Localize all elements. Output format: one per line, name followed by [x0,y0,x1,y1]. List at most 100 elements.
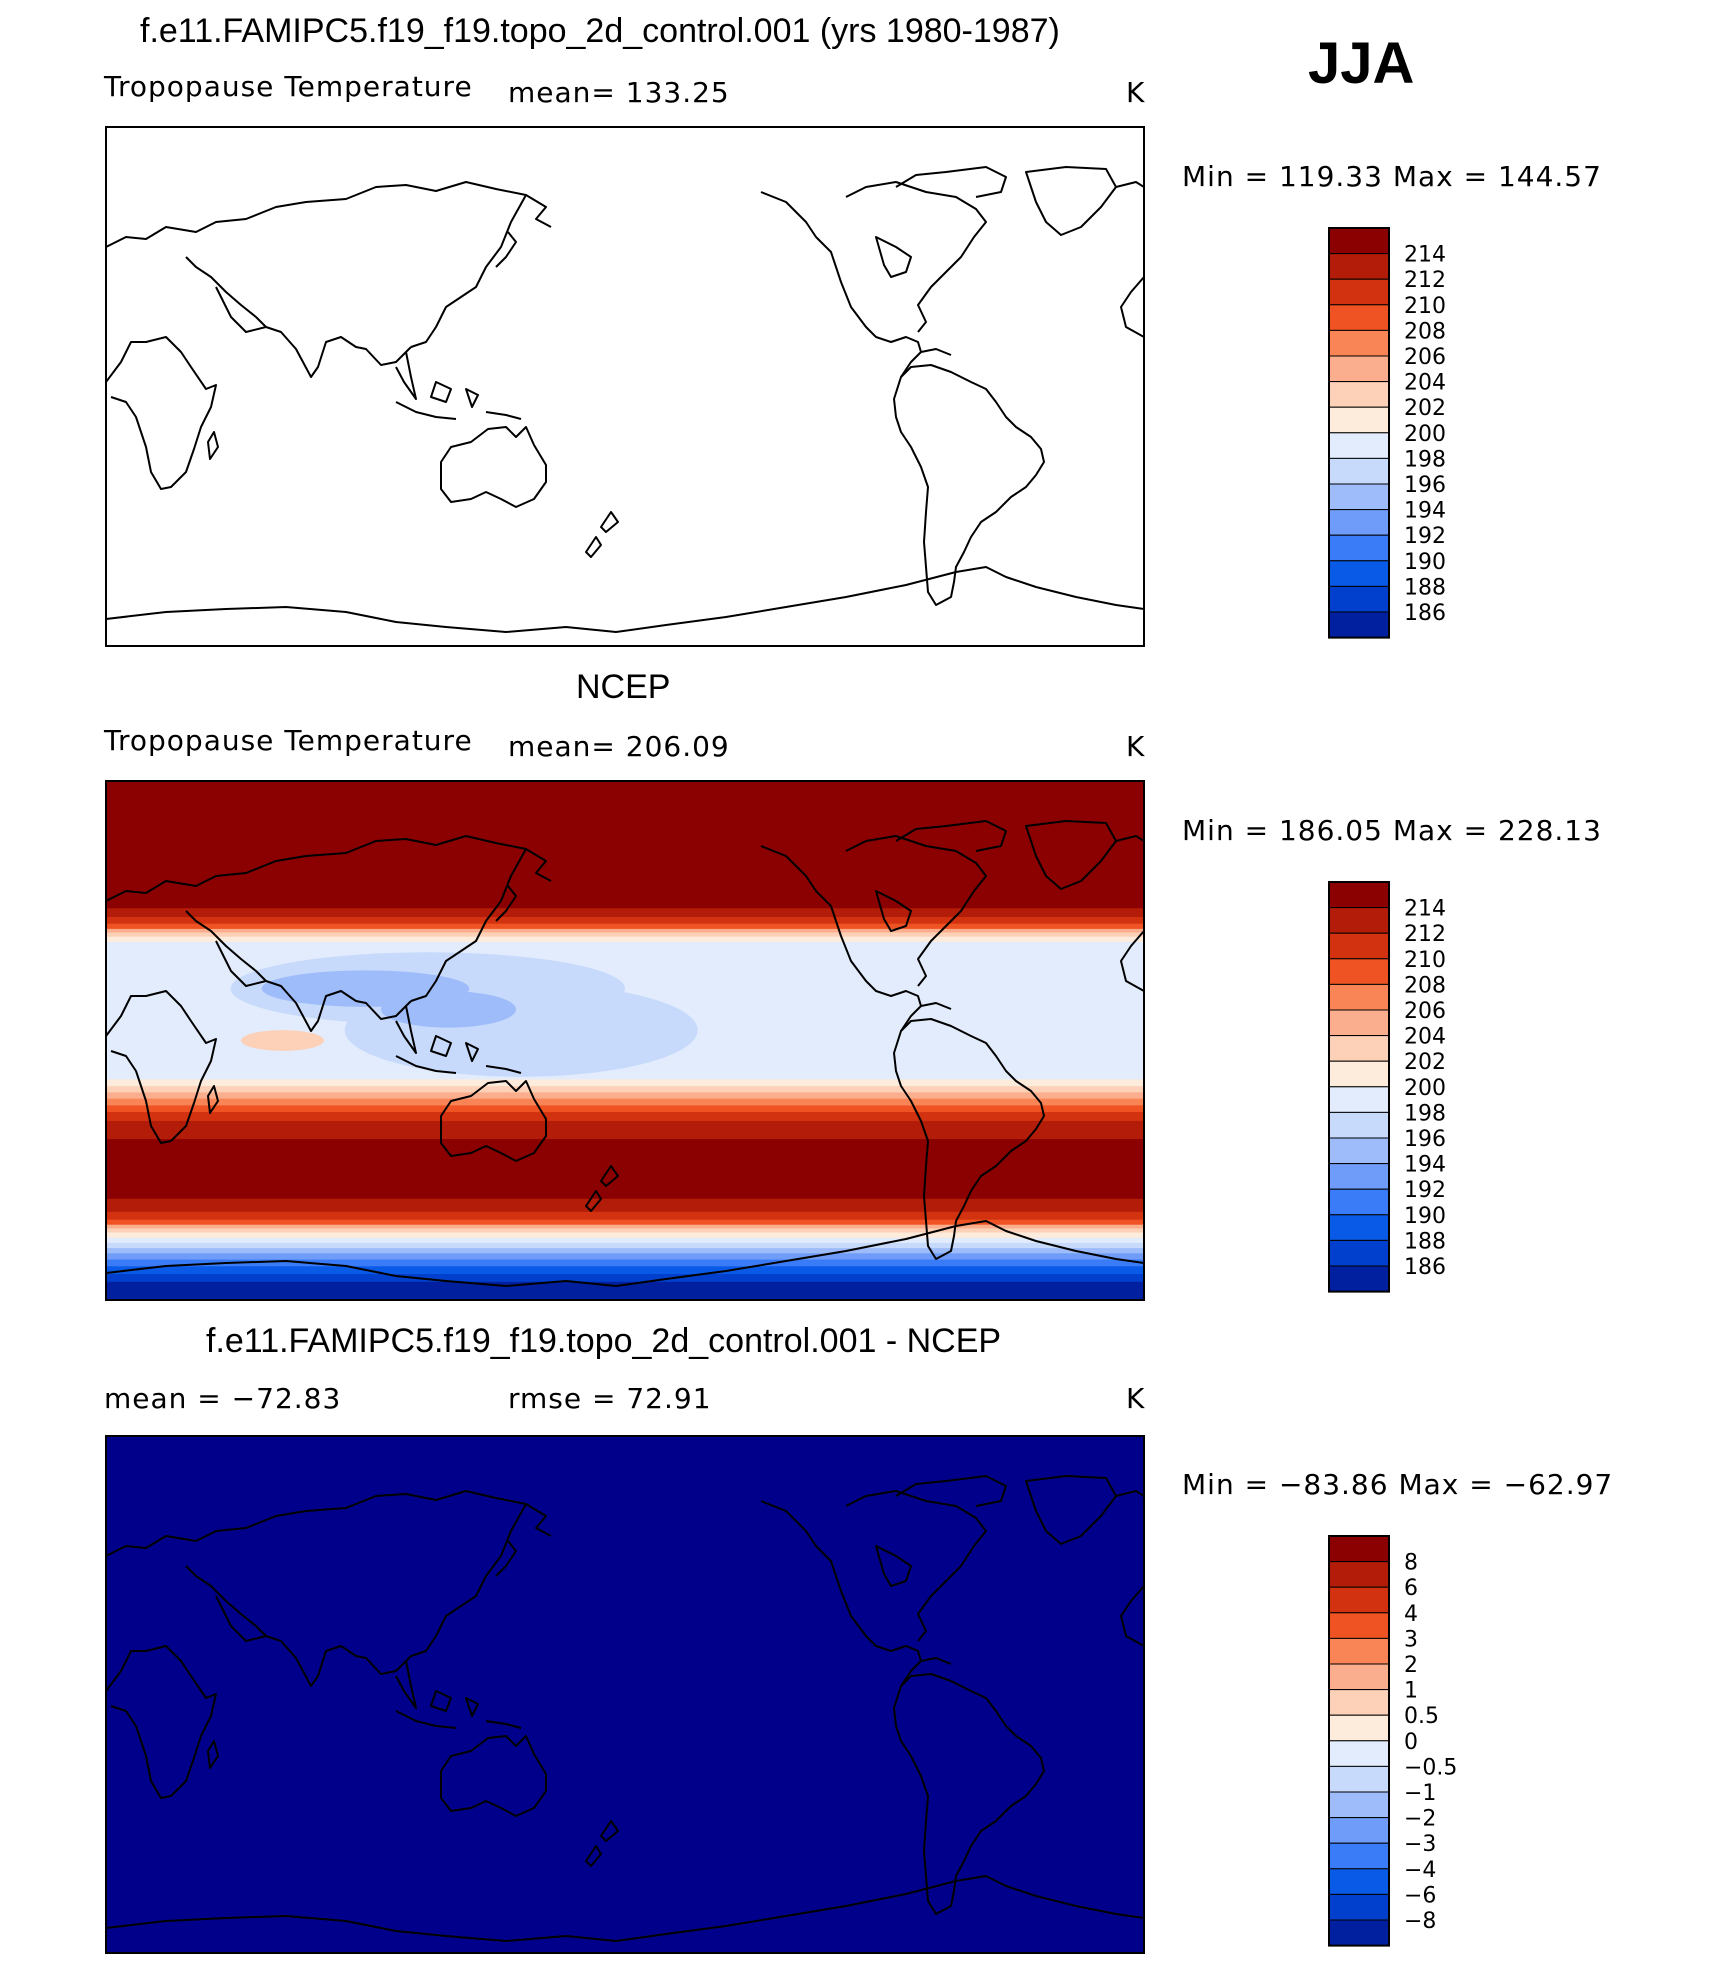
panel1-colorbar-swatch [1328,304,1390,331]
panel2-contour-band [106,1232,1144,1239]
season-label: JJA [1308,31,1415,96]
panel1-colorbar-label: 186 [1404,601,1446,626]
panel3-colorbar-label: 0.5 [1404,1704,1439,1729]
panel2-variable: Tropopause Temperature [104,724,473,757]
panel2-colorbar-label: 204 [1404,1025,1446,1050]
panel3-colorbar-label: 0 [1404,1730,1418,1755]
panel2-contour-band [106,1228,1144,1234]
panel3-colorbar-swatch [1328,1868,1390,1895]
panel1-colorbar-label: 212 [1404,268,1446,293]
panel1-map-frame [105,126,1145,647]
panel2-colorbar-label: 212 [1404,922,1446,947]
panel1-colorbar-label: 198 [1404,447,1446,472]
panel3-colorbar-swatch [1328,1765,1390,1793]
panel2-colorbar-swatch [1328,1137,1390,1165]
panel2-contour-band [106,1274,1144,1283]
panel1-colorbar-label: 190 [1404,550,1446,575]
panel3-colorbar-swatch [1328,1791,1390,1819]
panel2-contour-band [106,1253,1144,1261]
panel2-colorbar-label: 188 [1404,1229,1446,1254]
panel1-colorbar-label: 200 [1404,422,1446,447]
panel3-colorbar-swatch [1328,1663,1390,1691]
panel2-contour-band [106,1139,1144,1200]
panel3-colorbar-swatch [1328,1535,1390,1563]
panel3-colorbar-swatch [1328,1612,1390,1639]
panel1-colorbar-swatch [1328,560,1390,587]
panel2-colorbar-swatch [1328,1009,1390,1037]
panel3-colorbar-label: 3 [1404,1627,1418,1652]
panel3-colorbar-swatch [1328,1714,1390,1742]
panel3-units: K [1126,1382,1146,1415]
panel2-colorbar-label: 208 [1404,973,1446,998]
panel2-contour-band [241,1030,324,1051]
panel1-colorbar-swatch [1328,278,1390,306]
panel1-colorbar-label: 206 [1404,345,1446,370]
panel3-title: f.e11.FAMIPC5.f19_f19.topo_2d_control.00… [206,1322,1002,1360]
panel1-variable: Tropopause Temperature [104,70,473,103]
panel1-colorbar-swatch [1328,585,1390,613]
panel1-colorbar-swatch [1328,329,1390,357]
panel3-colorbar-swatch [1328,1919,1390,1947]
panel2-contour-band [106,1266,1144,1276]
panel1-colorbar-swatch [1328,509,1390,536]
panel3-colorbar-label: −3 [1404,1832,1436,1857]
panel1-colorbar-swatch [1328,227,1390,255]
panel2-colorbar-swatch [1328,983,1390,1011]
panel2-contour-band [106,1242,1144,1250]
panel3-colorbar-label: −8 [1404,1909,1436,1934]
panel2-minmax: Min = 186.05 Max = 228.13 [1182,814,1602,847]
panel2-contour-band [106,1098,1144,1107]
panel2-colorbar-swatch [1328,1035,1390,1062]
panel1-colorbar-swatch [1328,611,1390,639]
panel1-colorbar-swatch [1328,355,1390,383]
panel2-contour-band [106,908,1144,918]
panel2-contour-band [106,932,1144,938]
panel2-map-frame [105,780,1145,1301]
panel2-contour-band [106,1120,1144,1141]
panel1-colorbar-swatch [1328,457,1390,485]
panel1-colorbar-swatch [1328,381,1390,408]
panel2-colorbar-swatch [1328,958,1390,985]
panel2-contour-band [106,1224,1144,1230]
panel1-colorbar-swatch [1328,253,1390,280]
panel3-colorbar-label: −2 [1404,1807,1436,1832]
panel2-colorbar-label: 190 [1404,1204,1446,1229]
panel3-contour-band [106,1436,1144,1953]
panel1-colorbar-label: 204 [1404,371,1446,396]
panel2-contour-band [106,1237,1144,1244]
panel1-colorbar-label: 208 [1404,319,1446,344]
panel2-contour-band [106,1259,1144,1268]
panel1-colorbar-swatch [1328,432,1390,459]
panel3-map-frame [105,1435,1145,1954]
panel2-colorbar-label: 196 [1404,1127,1446,1152]
panel2-colorbar-label: 202 [1404,1050,1446,1075]
panel1-units: K [1126,76,1146,109]
panel1-colorbar-swatch [1328,406,1390,434]
panel2-colorbar-swatch [1328,1163,1390,1190]
panel2-field [106,781,1144,1300]
panel2-contour-band [106,781,1144,910]
panel2-colorbar-swatch [1328,1111,1390,1139]
panel2-colorbar-swatch [1328,1086,1390,1113]
panel2-colorbar-label: 186 [1404,1255,1446,1280]
panel2-contour-band [106,1086,1144,1094]
panel2-colorbar-swatch [1328,907,1390,934]
panel2-contour-band [106,1079,1144,1088]
panel3-field [106,1436,1144,1953]
panel2-contour-band [106,1219,1144,1226]
panel1-colorbar-label: 192 [1404,524,1446,549]
panel2-contour-band [106,1248,1144,1255]
panel1-colorbar-label: 214 [1404,243,1446,268]
panel2-colorbar-label: 198 [1404,1101,1446,1126]
panel3-colorbar-swatch [1328,1586,1390,1614]
panel2-colorbar-label: 206 [1404,999,1446,1024]
panel3-colorbar-label: 2 [1404,1653,1418,1678]
panel2-contour-band [106,936,1144,943]
panel2-contour-band [106,1105,1144,1114]
panel3-colorbar-label: −6 [1404,1883,1436,1908]
panel3-colorbar-label: 4 [1404,1602,1418,1627]
panel2-contour-band [106,1198,1144,1213]
panel3-colorbar-label: −0.5 [1404,1755,1457,1780]
panel1-mean: mean= 133.25 [508,76,730,109]
